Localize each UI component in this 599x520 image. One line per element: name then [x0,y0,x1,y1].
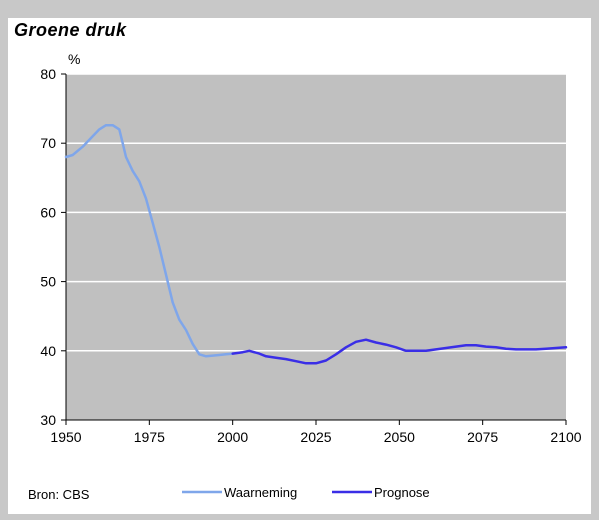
x-tick-label-2075: 2075 [467,429,498,445]
x-tick-label-2000: 2000 [217,429,248,445]
series-line-prognose [231,338,568,365]
series-line-waarneming [64,123,234,358]
chart-title: Groene druk [14,20,127,40]
x-tick-label-2100: 2100 [550,429,581,445]
plot-area [66,74,566,420]
y-tick-label-70: 70 [40,135,56,151]
y-tick-label-60: 60 [40,204,56,220]
y-axis-label: % [68,51,80,67]
source-note: Bron: CBS [28,487,90,502]
legend-label-prognose: Prognose [374,485,430,500]
x-tick-label-2050: 2050 [384,429,415,445]
y-tick-label-30: 30 [40,412,56,428]
y-tick-label-40: 40 [40,343,56,359]
x-tick-label-1975: 1975 [134,429,165,445]
y-tick-label-50: 50 [40,274,56,290]
legend-label-waarneming: Waarneming [224,485,297,500]
y-tick-label-80: 80 [40,66,56,82]
x-tick-label-2025: 2025 [300,429,331,445]
x-tick-label-1950: 1950 [50,429,81,445]
